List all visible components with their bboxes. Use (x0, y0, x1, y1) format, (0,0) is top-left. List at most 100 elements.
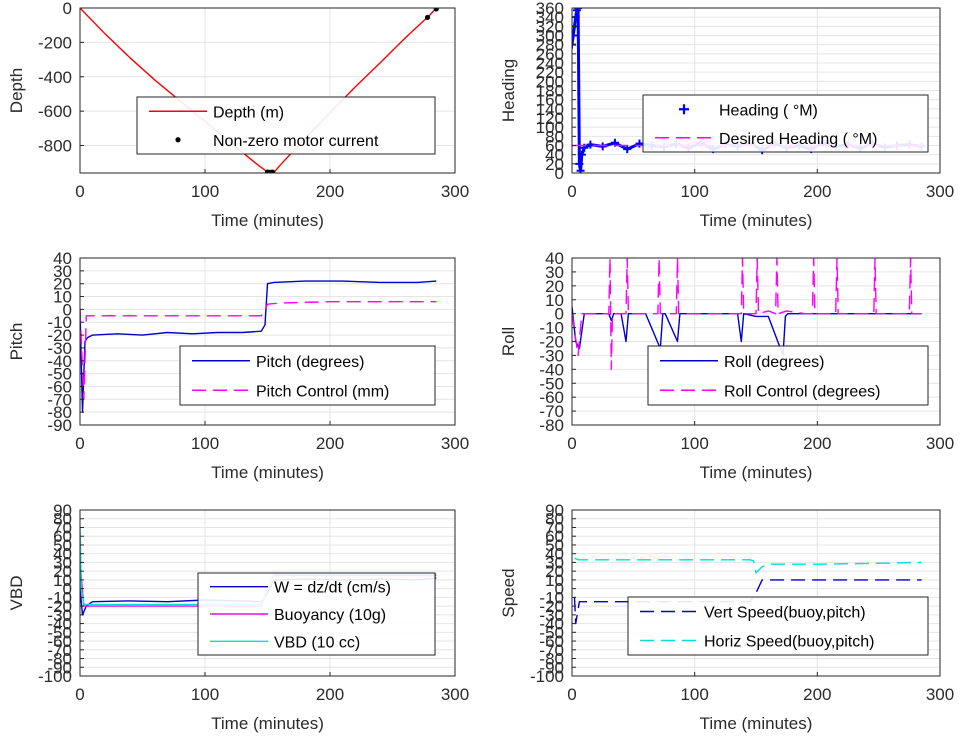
series-line-series1 (574, 557, 922, 574)
y-tick-label: 240 (536, 54, 564, 73)
y-tick-label: 30 (53, 262, 72, 281)
y-tick-label: -30 (539, 346, 564, 365)
legend-label: Pitch Control (mm) (256, 383, 389, 400)
x-tick-label: 100 (191, 434, 219, 453)
legend-label: Vert Speed(buoy,pitch) (704, 605, 866, 622)
x-tick-label: 300 (926, 182, 954, 201)
y-tick-label: 0 (63, 300, 72, 319)
y-tick-label: 300 (536, 27, 564, 46)
y-tick-label: 20 (53, 275, 72, 294)
series-point (577, 150, 586, 159)
y-tick-label: -20 (47, 597, 72, 616)
y-tick-label: -20 (47, 326, 72, 345)
y-axis-label: Depth (7, 68, 26, 113)
series-line-blue (80, 280, 437, 413)
x-tick-label: 300 (441, 182, 469, 201)
x-axis-label: Time (minutes) (700, 211, 813, 230)
y-tick-label: 200 (536, 72, 564, 91)
y-tick-label: 10 (545, 291, 564, 310)
x-tick-label: 300 (441, 434, 469, 453)
data-layer (573, 557, 922, 625)
axes-frame (79, 7, 456, 174)
axes-frame (79, 509, 456, 677)
legend: Depth (m) Non-zero motor current (136, 96, 436, 155)
x-tick-label: 300 (926, 434, 954, 453)
y-tick-label: -50 (539, 374, 564, 393)
series-point (586, 140, 595, 149)
y-tick-label: 120 (536, 109, 564, 128)
y-tick-label: 20 (545, 155, 564, 174)
legend-label: Horiz Speed(buoy,pitch) (704, 634, 874, 651)
x-axis-label: Time (minutes) (211, 211, 324, 230)
y-axis-label: Heading (499, 59, 518, 122)
y-tick-label: -20 (539, 333, 564, 352)
y-tick-label: 90 (545, 501, 564, 520)
y-tick-label: -30 (47, 339, 72, 358)
panel-depth: 0 100 200 300 -800 -600 -400 -200 0 Time (minutes… (7, 0, 469, 230)
y-tick-label: 40 (545, 545, 564, 564)
y-tick-label: 80 (53, 510, 72, 529)
y-tick-label: 40 (545, 146, 564, 165)
x-tick-label: 200 (803, 182, 831, 201)
y-tick-label: 10 (53, 571, 72, 590)
series-point (575, 159, 584, 168)
x-axis-label: Time (minutes) (211, 463, 324, 482)
series-point (598, 142, 607, 151)
y-tick-label: 0 (63, 580, 72, 599)
legend-label: Non-zero motor current (213, 133, 379, 150)
legend: Vert Speed(buoy,pitch) Horiz Speed(buoy,p… (627, 596, 929, 656)
legend: W = dz/dt (cm/s) Buoyancy (10g) VBD (10 cc… (197, 572, 436, 656)
legend-label: W = dz/dt (cm/s) (274, 580, 391, 597)
series-line-series1 (572, 258, 922, 370)
x-tick-label: 200 (316, 434, 344, 453)
x-tick-label: 100 (191, 182, 219, 201)
series-point (576, 166, 585, 173)
legend-label: Buoyancy (10g) (274, 607, 386, 624)
series-point (433, 8, 439, 12)
x-tick-label: 0 (567, 685, 576, 704)
y-tick-label: -50 (539, 623, 564, 642)
y-tick-label: -10 (47, 588, 72, 607)
y-tick-label: 20 (53, 562, 72, 581)
y-tick-label: 10 (545, 571, 564, 590)
data-layer (80, 280, 437, 413)
panel-speed: 0 100 200 300-100-90-80-70-60-50-40-30-20-1… (499, 501, 954, 733)
y-tick-label: -10 (539, 319, 564, 338)
y-tick-label: 80 (545, 510, 564, 529)
x-tick-label: 0 (567, 182, 576, 201)
y-tick-label: -90 (47, 416, 72, 435)
x-tick-label: 100 (191, 685, 219, 704)
legend-marker (679, 104, 689, 115)
x-tick-label: 200 (803, 685, 831, 704)
series-point (623, 145, 632, 154)
y-tick-label: 60 (545, 527, 564, 546)
series-point (574, 8, 583, 12)
legend-box (179, 345, 436, 406)
y-tick-label: -20 (539, 597, 564, 616)
x-tick-label: 0 (75, 685, 84, 704)
y-tick-label: -200 (38, 33, 72, 52)
y-tick-label: 180 (536, 82, 564, 101)
x-axis-label: Time (minutes) (211, 714, 324, 733)
y-tick-label: -800 (38, 137, 72, 156)
y-tick-label: -60 (47, 632, 72, 651)
y-tick-label: -40 (539, 360, 564, 379)
series-point (572, 8, 581, 15)
legend-label: Depth (m) (213, 104, 284, 121)
data-layer (80, 8, 439, 173)
legend-label: Heading ( °M) (719, 102, 818, 119)
y-tick-label: 50 (53, 536, 72, 555)
series-point (424, 14, 431, 21)
y-tick-label: -70 (47, 641, 72, 660)
legend-box (136, 96, 436, 155)
y-tick-label: 40 (545, 249, 564, 268)
y-tick-label: -100 (38, 667, 72, 686)
y-axis-label: Pitch (7, 323, 26, 361)
y-tick-label: -10 (47, 313, 72, 332)
y-tick-label: -60 (539, 388, 564, 407)
x-axis-label: Time (minutes) (700, 714, 813, 733)
y-tick-label: 70 (545, 518, 564, 537)
y-tick-label: 40 (53, 249, 72, 268)
y-tick-label: 320 (536, 17, 564, 36)
